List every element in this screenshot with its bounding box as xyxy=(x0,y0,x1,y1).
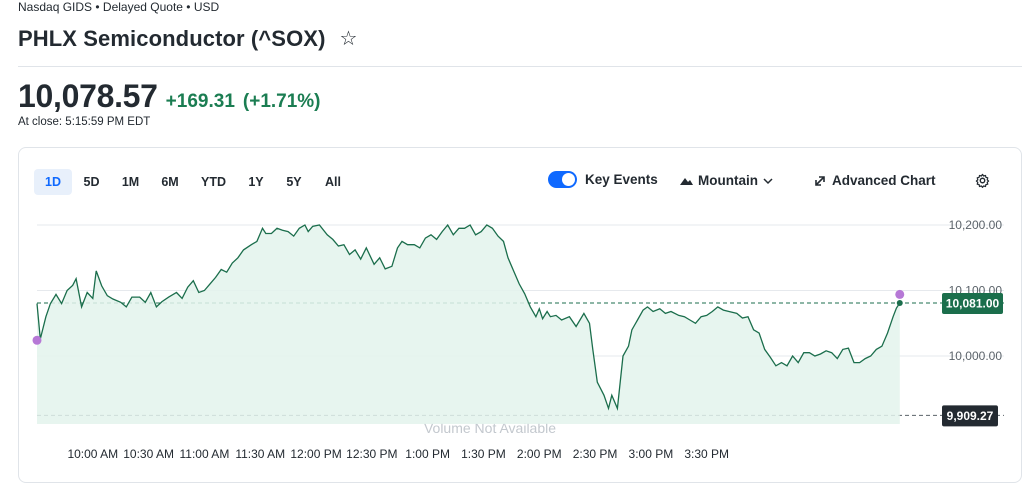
mountain-icon xyxy=(680,177,693,185)
x-tick-label: 1:00 PM xyxy=(405,447,450,461)
x-tick-label: 3:30 PM xyxy=(684,447,729,461)
current-price-badge-label: 10,081.00 xyxy=(946,296,1000,310)
x-tick-label: 2:00 PM xyxy=(517,447,562,461)
advanced-chart-button[interactable]: Advanced Chart xyxy=(814,173,936,188)
advanced-chart-label: Advanced Chart xyxy=(832,173,936,188)
star-icon[interactable]: ☆ xyxy=(339,28,358,50)
prev-close-badge-label: 9,909.27 xyxy=(947,409,994,423)
prev-close-badge xyxy=(942,405,998,427)
range-1d[interactable]: 1D xyxy=(34,169,72,195)
range-1m[interactable]: 1M xyxy=(121,175,140,189)
range-all[interactable]: All xyxy=(325,175,341,189)
y-tick-label: 10,000.00 xyxy=(949,349,1003,363)
range-5d[interactable]: 5D xyxy=(83,175,100,189)
range-1y[interactable]: 1Y xyxy=(248,175,264,189)
x-tick-label: 3:00 PM xyxy=(629,447,674,461)
range-5y[interactable]: 5Y xyxy=(286,175,302,189)
key-event-marker[interactable] xyxy=(895,289,905,299)
key-events-toggle[interactable] xyxy=(548,171,577,188)
x-tick-label: 10:30 AM xyxy=(123,447,174,461)
chevron-down-icon xyxy=(763,177,773,184)
price-area xyxy=(37,225,900,424)
settings-button[interactable] xyxy=(975,173,990,193)
range-selector: 1D 5D 1M 6M YTD 1Y 5Y All xyxy=(34,169,353,195)
price-change: +169.31 xyxy=(165,91,235,112)
y-tick-label: 10,200.00 xyxy=(949,218,1003,232)
key-event-marker[interactable] xyxy=(32,335,42,345)
gear-icon xyxy=(975,173,990,188)
current-price: 10,078.57 xyxy=(18,78,158,114)
range-6m[interactable]: 6M xyxy=(161,175,179,189)
x-tick-label: 11:00 AM xyxy=(180,447,230,461)
range-ytd[interactable]: YTD xyxy=(201,175,226,189)
key-events-label: Key Events xyxy=(585,172,658,187)
current-price-badge xyxy=(942,292,1003,314)
chart-card xyxy=(18,147,1022,483)
chart-type-label: Mountain xyxy=(698,173,758,188)
close-time: At close: 5:15:59 PM EDT xyxy=(18,116,151,128)
price-line xyxy=(36,223,901,411)
expand-icon xyxy=(815,175,825,186)
page-title: PHLX Semiconductor (^SOX) xyxy=(18,26,326,51)
divider xyxy=(18,66,1022,67)
x-tick-label: 1:30 PM xyxy=(461,447,506,461)
x-tick-label: 10:00 AM xyxy=(67,447,118,461)
x-tick-label: 12:00 PM xyxy=(290,447,341,461)
chart-type-dropdown[interactable]: Mountain xyxy=(680,173,773,188)
quote-source: Nasdaq GIDS • Delayed Quote • USD xyxy=(18,0,220,14)
price-change-percent: (+1.71%) xyxy=(242,91,321,112)
current-point xyxy=(896,299,903,306)
x-tick-label: 2:30 PM xyxy=(573,447,618,461)
key-events-control: Key Events xyxy=(548,171,658,188)
x-tick-label: 12:30 PM xyxy=(346,447,397,461)
x-tick-label: 11:30 AM xyxy=(235,447,285,461)
